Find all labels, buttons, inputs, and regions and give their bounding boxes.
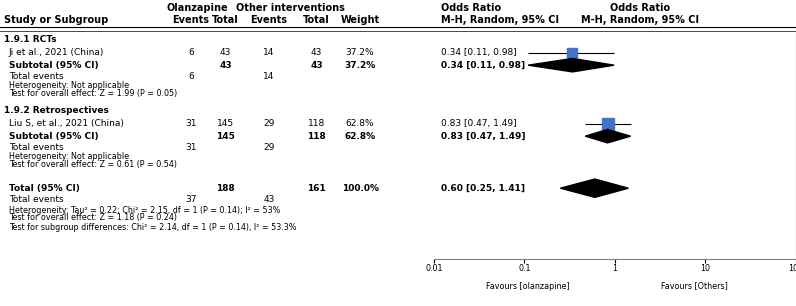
Text: 29: 29 (263, 143, 275, 152)
Text: 145: 145 (217, 132, 235, 141)
Text: 14: 14 (263, 48, 275, 57)
Text: Ji et al., 2021 (China): Ji et al., 2021 (China) (9, 48, 104, 57)
Polygon shape (528, 58, 615, 72)
Text: 6: 6 (188, 72, 193, 81)
Text: 62.8%: 62.8% (345, 132, 376, 141)
Text: 31: 31 (185, 143, 197, 152)
Text: Odds Ratio: Odds Ratio (611, 3, 670, 13)
Text: 37: 37 (185, 195, 197, 204)
Text: Test for overall effect: Z = 0.61 (P = 0.54): Test for overall effect: Z = 0.61 (P = 0… (9, 160, 177, 169)
Text: Favours [olanzapine]: Favours [olanzapine] (486, 282, 570, 291)
Text: Other interventions: Other interventions (236, 3, 345, 13)
Text: Study or Subgroup: Study or Subgroup (4, 15, 108, 25)
Text: Total: Total (213, 15, 239, 25)
Text: Total: Total (303, 15, 330, 25)
Text: Test for overall effect: Z = 1.18 (P = 0.24): Test for overall effect: Z = 1.18 (P = 0… (9, 213, 177, 222)
Polygon shape (560, 179, 628, 197)
Text: 43: 43 (311, 48, 322, 57)
Text: 1.9.1 RCTs: 1.9.1 RCTs (4, 35, 57, 44)
Text: 0.83 [0.47, 1.49]: 0.83 [0.47, 1.49] (441, 132, 525, 141)
Text: 62.8%: 62.8% (345, 119, 374, 128)
Text: Events: Events (173, 15, 209, 25)
Text: Total events: Total events (9, 72, 64, 81)
Text: M-H, Random, 95% CI: M-H, Random, 95% CI (581, 15, 699, 25)
Text: 31: 31 (185, 119, 197, 128)
Text: 118: 118 (307, 132, 326, 141)
Text: 0.34 [0.11, 0.98]: 0.34 [0.11, 0.98] (441, 48, 517, 57)
Text: 43: 43 (220, 48, 232, 57)
Text: Test for overall effect: Z = 1.99 (P = 0.05): Test for overall effect: Z = 1.99 (P = 0… (9, 89, 177, 98)
Text: 43: 43 (310, 61, 323, 70)
Text: 14: 14 (263, 72, 275, 81)
Text: Subtotal (95% CI): Subtotal (95% CI) (9, 61, 98, 70)
Text: 6: 6 (188, 48, 193, 57)
Text: 29: 29 (263, 119, 275, 128)
Text: 188: 188 (217, 184, 235, 193)
Text: Heterogeneity: Tau² = 0.22; Chi² = 2.15, df = 1 (P = 0.14); I² = 53%: Heterogeneity: Tau² = 0.22; Chi² = 2.15,… (9, 206, 280, 215)
Polygon shape (585, 129, 630, 143)
Text: 37.2%: 37.2% (345, 48, 374, 57)
Text: Favours [Others]: Favours [Others] (661, 282, 728, 291)
Text: Events: Events (251, 15, 287, 25)
Text: 118: 118 (308, 119, 326, 128)
Text: Heterogeneity: Not applicable: Heterogeneity: Not applicable (9, 81, 129, 90)
Text: 43: 43 (219, 61, 232, 70)
Text: Test for subgroup differences: Chi² = 2.14, df = 1 (P = 0.14), I² = 53.3%: Test for subgroup differences: Chi² = 2.… (9, 222, 296, 232)
Text: 100.0%: 100.0% (341, 184, 379, 193)
Text: Total events: Total events (9, 143, 64, 152)
Text: 0.83 [0.47, 1.49]: 0.83 [0.47, 1.49] (441, 119, 517, 128)
Text: 37.2%: 37.2% (345, 61, 376, 70)
Text: 43: 43 (263, 195, 275, 204)
Text: Weight: Weight (341, 15, 380, 25)
Text: 0.34 [0.11, 0.98]: 0.34 [0.11, 0.98] (441, 61, 525, 70)
Text: Odds Ratio: Odds Ratio (441, 3, 501, 13)
Text: Subtotal (95% CI): Subtotal (95% CI) (9, 132, 98, 141)
Text: Heterogeneity: Not applicable: Heterogeneity: Not applicable (9, 152, 129, 161)
Text: 161: 161 (307, 184, 326, 193)
Text: 0.60 [0.25, 1.41]: 0.60 [0.25, 1.41] (441, 184, 525, 193)
Text: Olanzapine: Olanzapine (166, 3, 228, 13)
Text: Total events: Total events (9, 195, 64, 204)
Text: Liu S, et al., 2021 (China): Liu S, et al., 2021 (China) (9, 119, 123, 128)
Text: 145: 145 (217, 119, 234, 128)
Text: M-H, Random, 95% CI: M-H, Random, 95% CI (441, 15, 559, 25)
Text: 1.9.2 Retrospectives: 1.9.2 Retrospectives (4, 106, 109, 115)
Text: Total (95% CI): Total (95% CI) (9, 184, 80, 193)
